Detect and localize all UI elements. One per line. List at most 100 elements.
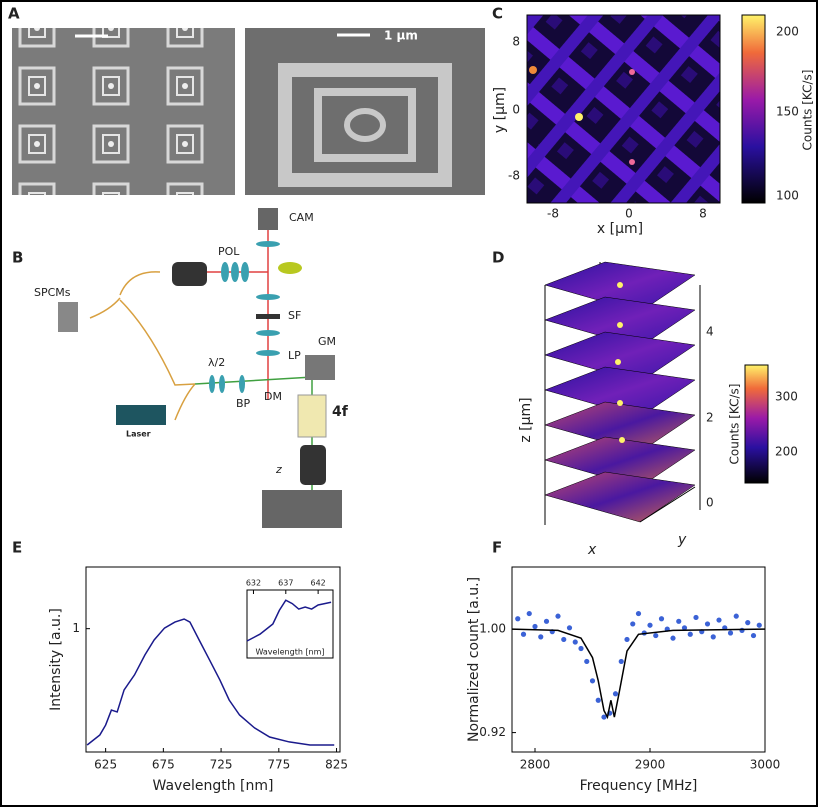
point bbox=[584, 658, 590, 665]
panel-label: B bbox=[12, 249, 23, 267]
component-label: CAM bbox=[289, 211, 314, 224]
panel-label: C bbox=[492, 5, 503, 23]
x-axis-label: Wavelength [nm] bbox=[255, 648, 324, 657]
line bbox=[86, 618, 335, 746]
colorbar-tick: 150 bbox=[776, 105, 799, 119]
x-tick-label: 0 bbox=[625, 207, 633, 221]
point bbox=[733, 613, 739, 619]
sem-image bbox=[12, 28, 235, 195]
x-tick-label: 825 bbox=[325, 758, 348, 772]
point bbox=[710, 634, 716, 640]
x-tick-label: 625 bbox=[94, 758, 117, 772]
point bbox=[704, 621, 711, 627]
point bbox=[589, 678, 596, 684]
colorbar bbox=[741, 14, 766, 204]
frame bbox=[526, 14, 721, 204]
point bbox=[572, 639, 578, 645]
z-stack bbox=[544, 261, 701, 525]
component-label: SPCMs bbox=[34, 286, 71, 299]
point bbox=[653, 632, 659, 639]
z-tick-label: 0 bbox=[706, 496, 714, 510]
point bbox=[601, 714, 607, 720]
plot-frame bbox=[511, 566, 766, 753]
component-label: 4f bbox=[332, 404, 349, 420]
point bbox=[618, 658, 624, 665]
line bbox=[511, 628, 766, 720]
component-label: λ/2 bbox=[208, 356, 225, 369]
plot-frame bbox=[246, 589, 334, 659]
component-label: LP bbox=[288, 349, 301, 362]
x-tick-label: 637 bbox=[278, 579, 293, 588]
point bbox=[693, 614, 699, 621]
z-tick-label: 4 bbox=[706, 325, 714, 339]
x-axis-label: Wavelength [nm] bbox=[153, 778, 274, 794]
colorbar-tick: 300 bbox=[775, 390, 798, 404]
component-label: z bbox=[275, 463, 282, 476]
heatmap bbox=[527, 15, 720, 203]
x-tick-label: 2900 bbox=[635, 758, 666, 772]
y-axis-label: y bbox=[677, 532, 687, 548]
y-tick-label: 0.92 bbox=[479, 725, 506, 739]
bright-spots bbox=[529, 66, 635, 165]
x-axis-label: x bbox=[587, 542, 597, 558]
point bbox=[526, 610, 532, 617]
point bbox=[681, 625, 688, 631]
x-tick-label: -8 bbox=[547, 207, 559, 221]
colorbar-label: Counts [KC/s] bbox=[728, 384, 742, 465]
point bbox=[750, 632, 757, 639]
point bbox=[739, 627, 745, 633]
point bbox=[635, 610, 642, 617]
point bbox=[658, 616, 665, 622]
point bbox=[538, 634, 544, 640]
x-tick-label: 725 bbox=[210, 758, 233, 772]
component-label: DM bbox=[264, 390, 282, 403]
colorbar-tick: 100 bbox=[776, 189, 799, 203]
x-tick-label: 675 bbox=[152, 758, 175, 772]
point bbox=[520, 631, 527, 637]
y-tick-label: 8 bbox=[512, 35, 520, 49]
y-tick-label: 1 bbox=[72, 621, 80, 635]
colorbar-tick: 200 bbox=[775, 445, 798, 459]
component-label: BP bbox=[236, 397, 251, 410]
x-axis-label: Frequency [MHz] bbox=[580, 778, 698, 794]
panel-label: D bbox=[492, 249, 504, 267]
point bbox=[595, 697, 601, 703]
z-axis-label: z [μm] bbox=[518, 397, 534, 442]
colorbar bbox=[744, 364, 769, 484]
point bbox=[624, 636, 630, 643]
scale-label: 1 μm bbox=[384, 29, 418, 43]
point bbox=[555, 613, 561, 619]
panel-label: F bbox=[492, 539, 502, 557]
point bbox=[612, 691, 619, 697]
y-tick-label: 1.00 bbox=[479, 622, 506, 636]
z-tick-label: 2 bbox=[706, 411, 714, 425]
point bbox=[532, 623, 538, 630]
panel-label: A bbox=[8, 5, 20, 23]
point bbox=[630, 621, 636, 627]
line bbox=[246, 599, 332, 642]
point bbox=[727, 630, 734, 636]
component-label: SF bbox=[288, 309, 301, 322]
component-label: Laser bbox=[126, 430, 151, 439]
x-tick-label: 632 bbox=[246, 579, 261, 588]
y-axis-label: Normalized count [a.u.] bbox=[466, 577, 482, 742]
component-label: GM bbox=[318, 335, 336, 348]
y-tick-label: -8 bbox=[508, 169, 520, 183]
point bbox=[647, 622, 653, 628]
structure bbox=[278, 63, 452, 187]
x-tick-label: 2800 bbox=[520, 758, 551, 772]
y-tick-label: 0 bbox=[512, 103, 520, 117]
x-tick-label: 642 bbox=[310, 579, 325, 588]
point bbox=[670, 635, 676, 641]
point bbox=[578, 645, 584, 652]
point bbox=[756, 622, 762, 628]
point bbox=[687, 631, 693, 637]
point bbox=[515, 616, 521, 622]
point bbox=[566, 625, 573, 631]
colorbar-tick: 200 bbox=[776, 25, 799, 39]
panel-label: E bbox=[12, 539, 22, 557]
x-tick-label: 775 bbox=[267, 758, 290, 772]
colorbar-label: Counts [KC/s] bbox=[801, 70, 815, 151]
